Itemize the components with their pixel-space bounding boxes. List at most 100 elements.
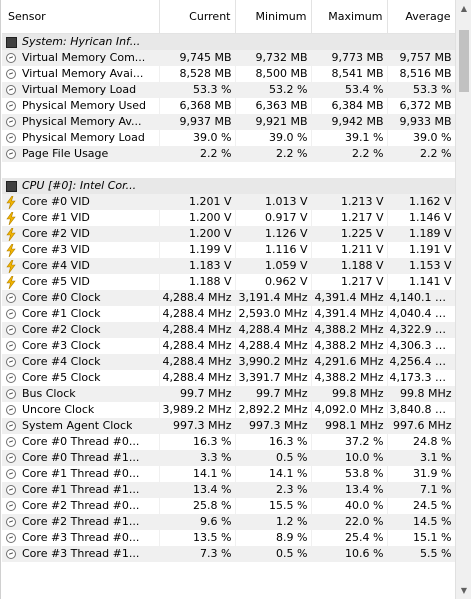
gauge-icon — [4, 483, 18, 497]
sensor-name-cell[interactable]: Uncore Clock — [2, 402, 160, 418]
average-value: 14.5 % — [387, 514, 456, 530]
scrollbar-thumb[interactable] — [459, 30, 469, 92]
sensor-label: Virtual Memory Avai... — [22, 67, 144, 80]
group-header-row[interactable]: System: Hyrican Inf... — [2, 33, 456, 50]
average-value: 3,840.8 MHz — [387, 402, 456, 418]
column-header-minimum[interactable]: Minimum — [235, 0, 312, 34]
sensor-name-cell[interactable]: Core #2 Thread #1... — [2, 514, 160, 530]
sensor-name-cell[interactable]: Core #0 Thread #1... — [2, 450, 160, 466]
column-header-current[interactable]: Current — [159, 0, 236, 34]
table-row[interactable]: Core #5 Clock 4,288.4 MHz 3,391.7 MHz 4,388… — [2, 370, 456, 386]
sensor-name-cell[interactable]: Core #0 Thread #0... — [2, 434, 160, 450]
sensor-name-cell[interactable]: Bus Clock — [2, 386, 160, 402]
sensor-label: Core #1 VID — [22, 211, 90, 224]
column-header-maximum[interactable]: Maximum — [311, 0, 388, 34]
table-row[interactable]: Core #1 Thread #0... 14.1 % 14.1 % 53.8 % 31… — [2, 466, 456, 482]
maximum-value: 998.1 MHz — [311, 418, 388, 434]
average-value: 4,322.9 MHz — [387, 322, 456, 338]
sensor-name-cell[interactable]: Core #5 VID — [2, 274, 160, 290]
sensor-name-cell[interactable]: Core #3 Clock — [2, 338, 160, 354]
sensor-name-cell[interactable]: Core #1 Clock — [2, 306, 160, 322]
table-row[interactable]: Core #2 Thread #0... 25.8 % 15.5 % 40.0 % 24… — [2, 498, 456, 514]
sensor-name-cell[interactable]: Core #2 Clock — [2, 322, 160, 338]
table-row[interactable]: Core #3 VID 1.199 V 1.116 V 1.211 V 1.191 V — [2, 242, 456, 258]
sensor-name-cell[interactable]: Core #5 Clock — [2, 370, 160, 386]
minimum-value: 16.3 % — [235, 434, 312, 450]
sensor-name-cell[interactable]: Core #3 Thread #1... — [2, 546, 160, 562]
table-row[interactable]: Core #3 Thread #1... 7.3 % 0.5 % 10.6 % 5.5 … — [2, 546, 456, 562]
table-row[interactable]: Core #3 Thread #0... 13.5 % 8.9 % 25.4 % 15.… — [2, 530, 456, 546]
sensor-name-cell[interactable]: System Agent Clock — [2, 418, 160, 434]
table-row[interactable]: Physical Memory Av... 9,937 MB 9,921 MB 9,9… — [2, 114, 456, 130]
table-row[interactable]: Core #1 Thread #1... 13.4 % 2.3 % 13.4 % 7.1… — [2, 482, 456, 498]
table-row[interactable]: Core #1 VID 1.200 V 0.917 V 1.217 V 1.146 V — [2, 210, 456, 226]
table-row[interactable]: Core #4 VID 1.183 V 1.059 V 1.188 V 1.153 V — [2, 258, 456, 274]
sensor-name-cell[interactable]: Physical Memory Av... — [2, 114, 160, 130]
minimum-value: 99.7 MHz — [235, 386, 312, 402]
gauge-icon — [4, 147, 18, 161]
sensor-name-cell[interactable]: Core #0 Clock — [2, 290, 160, 306]
vertical-scrollbar[interactable]: ▲ ▼ — [455, 0, 471, 599]
column-header-average[interactable]: Average — [387, 0, 456, 34]
table-row[interactable]: Core #4 Clock 4,288.4 MHz 3,990.2 MHz 4,291… — [2, 354, 456, 370]
table-row[interactable]: Core #2 Thread #1... 9.6 % 1.2 % 22.0 % 14.5… — [2, 514, 456, 530]
scroll-down-arrow-icon[interactable]: ▼ — [460, 586, 468, 595]
table-row[interactable]: Virtual Memory Com... 9,745 MB 9,732 MB 9,7… — [2, 50, 456, 66]
table-row[interactable]: Physical Memory Load 39.0 % 39.0 % 39.1 % 39… — [2, 130, 456, 146]
sensor-name-cell[interactable]: Core #4 VID — [2, 258, 160, 274]
table-row[interactable]: System Agent Clock 997.3 MHz 997.3 MHz 998.… — [2, 418, 456, 434]
table-row[interactable]: Virtual Memory Load 53.3 % 53.2 % 53.4 % 53.… — [2, 82, 456, 98]
sensor-name-cell[interactable]: Virtual Memory Avai... — [2, 66, 160, 82]
sensor-name-cell[interactable]: Core #1 Thread #0... — [2, 466, 160, 482]
table-row[interactable]: Core #0 Thread #1... 3.3 % 0.5 % 10.0 % 3.1 … — [2, 450, 456, 466]
current-value: 13.5 % — [159, 530, 236, 546]
table-row[interactable]: Core #2 Clock 4,288.4 MHz 4,288.4 MHz 4,388… — [2, 322, 456, 338]
scroll-up-arrow-icon[interactable]: ▲ — [460, 4, 468, 13]
sensor-name-cell[interactable]: Core #0 VID — [2, 194, 160, 210]
minimum-value: 0.962 V — [235, 274, 312, 290]
table-row[interactable]: Core #2 VID 1.200 V 1.126 V 1.225 V 1.189 V — [2, 226, 456, 242]
maximum-value: 4,092.0 MHz — [311, 402, 388, 418]
table-row[interactable]: Page File Usage 2.2 % 2.2 % 2.2 % 2.2 % — [2, 146, 456, 162]
sensor-name-cell[interactable]: Core #1 Thread #1... — [2, 482, 160, 498]
group-header-cell[interactable]: CPU [#0]: Intel Cor... — [2, 178, 456, 194]
table-row[interactable]: Physical Memory Used 6,368 MB 6,363 MB 6,38… — [2, 98, 456, 114]
sensor-name-cell[interactable]: Core #3 VID — [2, 242, 160, 258]
current-value: 9,937 MB — [159, 114, 236, 130]
sensor-name-cell[interactable]: Core #4 Clock — [2, 354, 160, 370]
minimum-value: 9,732 MB — [235, 50, 312, 66]
gauge-icon — [4, 403, 18, 417]
table-row[interactable]: Bus Clock 99.7 MHz 99.7 MHz 99.8 MHz 99.8 MH… — [2, 386, 456, 402]
sensor-name-cell[interactable]: Virtual Memory Com... — [2, 50, 160, 66]
gauge-icon — [4, 355, 18, 369]
table-row[interactable]: Core #0 Clock 4,288.4 MHz 3,191.4 MHz 4,391… — [2, 290, 456, 306]
maximum-value: 4,391.4 MHz — [311, 290, 388, 306]
sensor-name-cell[interactable]: Physical Memory Used — [2, 98, 160, 114]
group-header-cell[interactable]: System: Hyrican Inf... — [2, 33, 456, 50]
sensor-name-cell[interactable]: Core #3 Thread #0... — [2, 530, 160, 546]
average-value: 6,372 MB — [387, 98, 456, 114]
table-row[interactable]: Core #3 Clock 4,288.4 MHz 4,288.4 MHz 4,388… — [2, 338, 456, 354]
table-row[interactable]: Core #1 Clock 4,288.4 MHz 2,593.0 MHz 4,391… — [2, 306, 456, 322]
sensor-label: Virtual Memory Com... — [22, 51, 146, 64]
table-row[interactable]: Core #0 Thread #0... 16.3 % 16.3 % 37.2 % 24… — [2, 434, 456, 450]
table-row[interactable]: Virtual Memory Avai... 8,528 MB 8,500 MB 8,… — [2, 66, 456, 82]
sensor-name-cell[interactable]: Page File Usage — [2, 146, 160, 162]
average-value: 4,040.4 MHz — [387, 306, 456, 322]
sensor-name-cell[interactable]: Core #2 Thread #0... — [2, 498, 160, 514]
sensor-name-cell[interactable]: Physical Memory Load — [2, 130, 160, 146]
average-value: 9,933 MB — [387, 114, 456, 130]
sensor-name-cell[interactable]: Core #1 VID — [2, 210, 160, 226]
table-row[interactable]: Core #0 VID 1.201 V 1.013 V 1.213 V 1.162 V — [2, 194, 456, 210]
sensor-label: Core #4 VID — [22, 259, 90, 272]
sensor-name-cell[interactable]: Virtual Memory Load — [2, 82, 160, 98]
table-row[interactable]: Uncore Clock 3,989.2 MHz 2,892.2 MHz 4,092.… — [2, 402, 456, 418]
sensor-name-cell[interactable]: Core #2 VID — [2, 226, 160, 242]
column-header-sensor[interactable]: Sensor — [2, 0, 160, 34]
group-header-row[interactable]: CPU [#0]: Intel Cor... — [2, 178, 456, 194]
bolt-icon — [4, 275, 18, 289]
table-row[interactable]: Core #5 VID 1.188 V 0.962 V 1.217 V 1.141 V — [2, 274, 456, 290]
minimum-value: 2.3 % — [235, 482, 312, 498]
average-value: 15.1 % — [387, 530, 456, 546]
